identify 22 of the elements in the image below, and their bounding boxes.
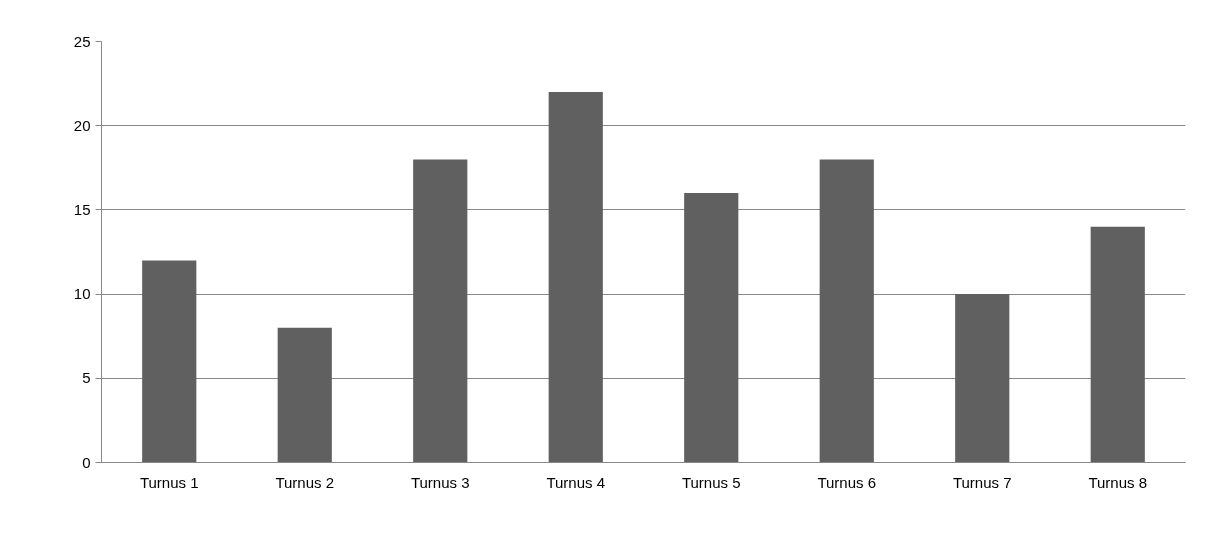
x-tick-label: Turnus 2	[275, 473, 335, 491]
x-tick-label: Turnus 7	[952, 473, 1012, 491]
y-tick-label: 5	[82, 369, 91, 387]
bar	[413, 159, 468, 463]
bar	[277, 327, 332, 463]
bar	[548, 92, 603, 463]
x-tick-label: Turnus 4	[546, 473, 606, 491]
bar	[142, 260, 197, 463]
x-tick-label: Turnus 5	[681, 473, 741, 491]
y-tick-label: 15	[73, 200, 91, 218]
bar	[819, 159, 874, 463]
y-tick-label: 20	[73, 116, 91, 134]
y-tick-label: 25	[73, 32, 91, 50]
y-tick-label: 0	[82, 453, 91, 471]
x-tick-label: Turnus 1	[139, 473, 199, 491]
x-tick-label: Turnus 8	[1088, 473, 1148, 491]
y-tick-label: 10	[73, 285, 91, 303]
bar	[955, 294, 1010, 463]
x-tick-label: Turnus 6	[817, 473, 877, 491]
bar	[684, 193, 739, 463]
bar	[1090, 226, 1145, 463]
x-tick-label: Turnus 3	[410, 473, 470, 491]
